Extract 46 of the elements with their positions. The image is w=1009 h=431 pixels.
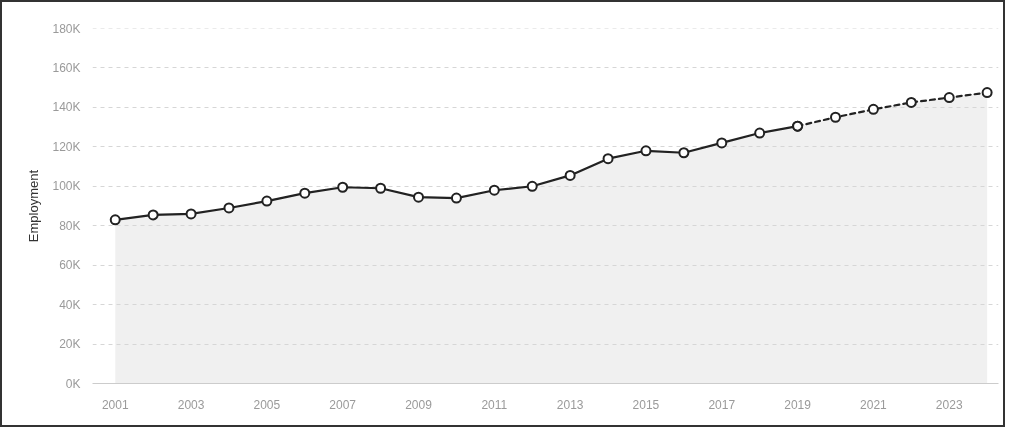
point	[413, 191, 425, 203]
x-tick-label: 2009	[405, 397, 433, 412]
x-tick-label: 2019	[784, 397, 812, 412]
point	[223, 202, 235, 214]
point	[602, 153, 614, 165]
point	[640, 145, 652, 157]
y-tick-label: 60K	[59, 258, 81, 273]
point	[526, 180, 538, 192]
point	[375, 182, 387, 194]
point	[981, 87, 993, 99]
point	[299, 187, 311, 199]
point	[716, 137, 728, 149]
x-tick-label: 2013	[556, 397, 584, 412]
y-axis-title: Employment	[26, 169, 42, 243]
point	[943, 92, 955, 104]
x-tick-label: 2017	[708, 397, 736, 412]
y-tick-label: 140K	[52, 100, 81, 115]
y-tick-label: 120K	[52, 139, 81, 154]
point	[261, 195, 273, 207]
point	[185, 208, 197, 220]
x-tick-label: 2021	[860, 397, 888, 412]
point	[905, 96, 917, 108]
y-tick-label: 20K	[59, 337, 81, 352]
point	[337, 181, 349, 193]
point	[564, 169, 576, 181]
point	[867, 103, 879, 115]
y-tick-label: 40K	[59, 297, 81, 312]
y-tick-label: 160K	[52, 60, 81, 75]
point	[109, 214, 121, 226]
x-tick-label: 2015	[632, 397, 660, 412]
y-tick-label: 80K	[59, 218, 81, 233]
x-tick-label: 2023	[935, 397, 963, 412]
x-tick-label: 2003	[177, 397, 205, 412]
point	[678, 147, 690, 159]
point	[450, 192, 462, 204]
y-tick-label: 180K	[52, 21, 81, 36]
point	[147, 209, 159, 221]
y-tick-label: 100K	[52, 179, 81, 194]
x-tick-label: 2011	[481, 397, 508, 412]
point	[488, 184, 500, 196]
x-tick-label: 2005	[253, 397, 281, 412]
point	[830, 111, 841, 123]
x-tick-label: 2007	[329, 397, 357, 412]
point	[754, 127, 766, 139]
y-tick-label: 0K	[65, 376, 81, 391]
x-tick-label: 2001	[101, 397, 129, 412]
